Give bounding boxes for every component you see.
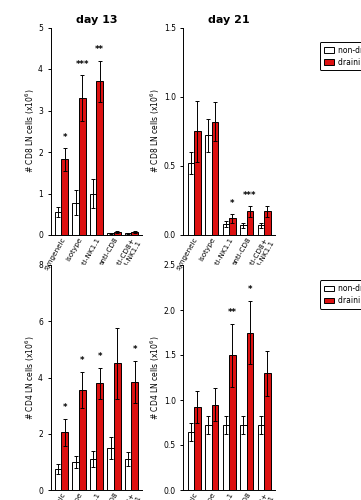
Bar (257, 425, 264, 490)
Y-axis label: # CD8 LN cells (x10$^6$): # CD8 LN cells (x10$^6$) (23, 89, 36, 174)
Bar (247, 212, 253, 235)
Bar (247, 332, 253, 490)
Bar (205, 136, 212, 235)
Text: *: * (80, 356, 84, 365)
Bar (55, 212, 61, 235)
Bar (55, 469, 61, 490)
Title: day 13: day 13 (75, 16, 117, 26)
Bar (205, 425, 212, 490)
Bar (72, 462, 79, 490)
Text: ***: *** (75, 60, 89, 69)
Text: *: * (97, 352, 102, 361)
Bar (264, 373, 271, 490)
Y-axis label: # CD8 LN cells (x10$^6$): # CD8 LN cells (x10$^6$) (149, 89, 162, 174)
Title: day 21: day 21 (208, 16, 250, 26)
Text: **: ** (95, 46, 104, 54)
Bar (229, 355, 236, 490)
Bar (194, 131, 201, 235)
Bar (125, 459, 131, 490)
Bar (222, 425, 229, 490)
Text: *: * (62, 403, 67, 412)
Bar (79, 390, 86, 490)
Y-axis label: # CD4 LN cells (x10$^6$): # CD4 LN cells (x10$^6$) (23, 336, 36, 419)
Bar (125, 234, 131, 235)
Bar (131, 382, 138, 490)
Bar (96, 82, 103, 235)
Bar (72, 202, 79, 235)
Bar (240, 226, 247, 235)
Bar (212, 122, 218, 235)
Text: **: ** (228, 308, 237, 317)
Text: *: * (62, 132, 67, 141)
Bar (114, 232, 121, 235)
Bar (114, 364, 121, 490)
Bar (131, 232, 138, 235)
Bar (257, 226, 264, 235)
Bar (96, 383, 103, 490)
Text: *: * (132, 345, 137, 354)
Text: *: * (248, 285, 252, 294)
Bar (222, 224, 229, 235)
Bar (107, 448, 114, 490)
Bar (79, 98, 86, 235)
Bar (194, 407, 201, 490)
Bar (107, 234, 114, 235)
Bar (187, 163, 194, 235)
Text: *: * (230, 199, 235, 208)
Text: ***: *** (243, 190, 257, 200)
Bar (187, 432, 194, 490)
Bar (240, 425, 247, 490)
Y-axis label: # CD4 LN cells (x10$^6$): # CD4 LN cells (x10$^6$) (149, 336, 162, 419)
Bar (212, 404, 218, 490)
Legend: non-draining LN, draining LN: non-draining LN, draining LN (320, 280, 361, 309)
Bar (61, 160, 68, 235)
Bar (229, 218, 236, 235)
Bar (90, 194, 96, 235)
Bar (264, 212, 271, 235)
Bar (61, 432, 68, 490)
Legend: non-draining LN, draining LN: non-draining LN, draining LN (320, 42, 361, 70)
Bar (90, 459, 96, 490)
